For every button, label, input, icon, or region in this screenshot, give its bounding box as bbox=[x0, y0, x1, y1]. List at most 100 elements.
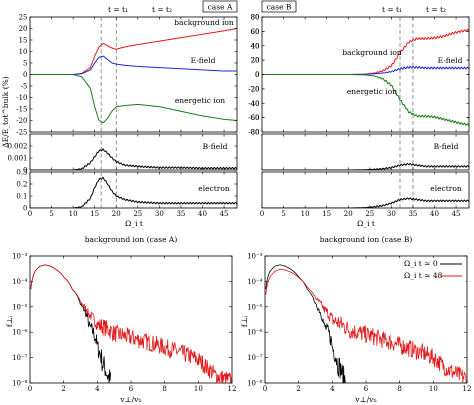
panel-3: -80 -60 -40 -20 0 20 40 60 80 bbox=[248, 14, 470, 137]
y-tick-label: 10⁻⁴ bbox=[247, 278, 263, 286]
y-tick-label: 0 bbox=[23, 205, 27, 213]
y-tick-label: 0.002 bbox=[7, 143, 27, 151]
y-tick-label: 80 bbox=[251, 14, 260, 22]
x-tick-label: 35 bbox=[408, 210, 417, 218]
x-tick-label: 5 bbox=[49, 210, 53, 218]
x-tick-label: 45 bbox=[452, 210, 461, 218]
plot-frame bbox=[29, 171, 238, 209]
case-b-t1-label: t = t₁ bbox=[382, 5, 402, 14]
x-tick-label: 25 bbox=[365, 210, 374, 218]
y-tick-label: 10⁻⁷ bbox=[247, 354, 263, 362]
plot-frame bbox=[261, 133, 470, 171]
case-b-t2-label: t = t₂ bbox=[426, 5, 446, 14]
x-tick-label: 0 bbox=[28, 210, 32, 218]
y-tick-label: 0 bbox=[23, 167, 27, 175]
legend-entry-0: Ω_i t ≃ 0 bbox=[404, 259, 438, 268]
y-tick-label: -5 bbox=[21, 83, 28, 91]
panel-2: 0 5 10 15 20 25 30 35 40 45 0 0.1 0.2 0.3 bbox=[16, 169, 238, 218]
plot-area bbox=[30, 264, 232, 383]
x-tick-label: 20 bbox=[344, 210, 353, 218]
y-tick-label: 10⁻³ bbox=[12, 253, 28, 261]
y-tick-label: 10⁻⁸ bbox=[247, 380, 263, 388]
x-tick-label: 5 bbox=[281, 210, 285, 218]
case-a-bg-ion-label: background ion bbox=[174, 18, 234, 27]
panel-1: 0 0.001 0.002 bbox=[7, 133, 238, 175]
y-tick-label: 10⁻⁶ bbox=[247, 329, 263, 337]
y-tick-label: -20 bbox=[248, 85, 259, 93]
y-tick-label: -80 bbox=[248, 129, 259, 137]
y-tick-label: 10⁻⁵ bbox=[247, 303, 263, 311]
series-line-omega-t-48 bbox=[30, 264, 232, 383]
y-tick-label: -20 bbox=[16, 117, 27, 125]
x-tick-label: 15 bbox=[90, 210, 99, 218]
x-tick-label: 40 bbox=[430, 210, 439, 218]
case-a-bfield-label: B-field bbox=[203, 142, 228, 151]
y-tick-label: 10⁻⁶ bbox=[12, 329, 28, 337]
x-tick-label: 8 bbox=[162, 385, 166, 393]
case-a-energetic-label: energetic ion bbox=[175, 96, 225, 105]
case-a-title: case A bbox=[208, 3, 233, 12]
x-tick-label: 15 bbox=[322, 210, 331, 218]
y-tick-label: 10⁻⁵ bbox=[12, 303, 28, 311]
y-tick-label: 60 bbox=[251, 28, 260, 36]
panel-4 bbox=[261, 133, 470, 171]
dist-b-xlabel: v⊥/vₜᵢ bbox=[354, 395, 377, 404]
y-tick-label: -60 bbox=[248, 114, 259, 122]
y-tick-label: 0.1 bbox=[16, 193, 27, 201]
case-a-t1-label: t = t₁ bbox=[108, 5, 128, 14]
x-tick-label: 10 bbox=[69, 210, 78, 218]
case-b-efield-label: E-field bbox=[438, 56, 463, 65]
x-tick-label: 6 bbox=[364, 385, 369, 393]
plot-area bbox=[262, 17, 469, 132]
y-tick-label: -60 bbox=[248, 114, 259, 122]
dist-b-title: background ion (case B) bbox=[320, 235, 413, 244]
x-tick-label: 6 bbox=[129, 385, 134, 393]
x-tick-label: 4 bbox=[330, 385, 335, 393]
case-a-electron-label: electron bbox=[198, 184, 230, 193]
x-tick-label: 30 bbox=[387, 210, 396, 218]
case-b-xlabel: Ω_i t bbox=[357, 219, 375, 228]
x-tick-label: 2 bbox=[296, 385, 300, 393]
case-a-ylabel: ΔE/E_tot^bulk (%) bbox=[1, 76, 10, 147]
y-tick-label: 10⁻⁷ bbox=[12, 354, 28, 362]
y-tick-label: 20 bbox=[19, 25, 28, 33]
y-tick-label: 20 bbox=[251, 57, 260, 65]
plot-area bbox=[262, 172, 469, 208]
y-tick-label: -40 bbox=[248, 100, 259, 108]
series-line-omega-t-0 bbox=[265, 264, 346, 383]
series-line-energetic-ion bbox=[262, 74, 469, 127]
y-tick-label: -10 bbox=[16, 94, 27, 102]
dist-a-xlabel: v⊥/vₜᵢ bbox=[119, 395, 142, 404]
y-tick-label: 0 bbox=[255, 71, 259, 79]
x-tick-label: 12 bbox=[463, 385, 472, 393]
x-tick-label: 35 bbox=[176, 210, 185, 218]
case-a-box: case A bbox=[202, 0, 238, 13]
x-tick-label: 30 bbox=[155, 210, 164, 218]
x-tick-label: 45 bbox=[220, 210, 229, 218]
y-tick-label: 60 bbox=[251, 28, 260, 36]
dist-a-ylabel: f⊥ᵢ bbox=[5, 315, 14, 327]
x-tick-label: 40 bbox=[198, 210, 207, 218]
case-a-xlabel: Ω_i t bbox=[125, 219, 143, 228]
y-tick-label: -15 bbox=[16, 106, 27, 114]
y-tick-label: -80 bbox=[248, 129, 259, 137]
series-line-E-field bbox=[262, 65, 469, 75]
plot-area bbox=[265, 264, 467, 383]
x-tick-label: 10 bbox=[194, 385, 203, 393]
y-tick-label: -40 bbox=[248, 100, 259, 108]
case-b-title: case B bbox=[267, 3, 292, 12]
case-b-bg-ion-label: background ion bbox=[342, 48, 402, 57]
dist-a-title: background ion (case A) bbox=[85, 235, 178, 244]
series-line-energetic-ion bbox=[30, 74, 237, 124]
x-tick-label: 4 bbox=[95, 385, 100, 393]
y-tick-label: 0.001 bbox=[7, 155, 27, 163]
case-b-bfield-label: B-field bbox=[434, 142, 459, 151]
legend: Ω_i t ≃ 0 Ω_i t ≃ 48 bbox=[372, 258, 466, 282]
x-tick-label: 0 bbox=[263, 385, 267, 393]
y-tick-label: 5 bbox=[23, 60, 27, 68]
panel-5: 0 5 10 15 20 25 30 35 40 45 bbox=[260, 171, 470, 218]
y-tick-label: 10 bbox=[19, 48, 28, 56]
plot-area bbox=[262, 134, 469, 170]
y-tick-label: -25 bbox=[16, 129, 27, 137]
